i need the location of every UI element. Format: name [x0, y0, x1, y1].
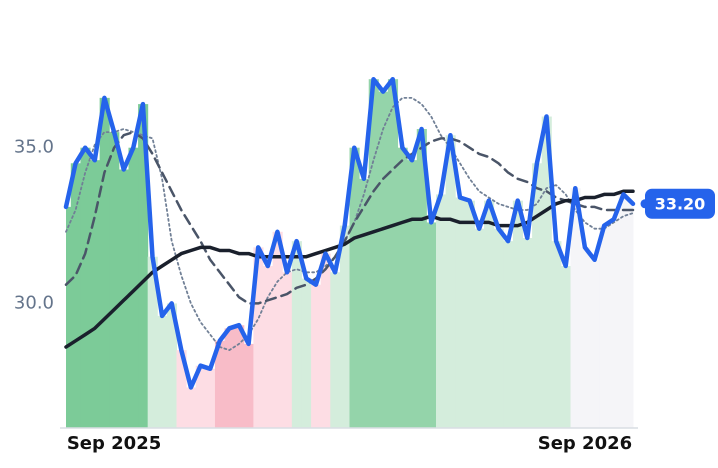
shade-band [608, 219, 620, 428]
shade-band [532, 163, 543, 428]
shade-band [263, 266, 274, 428]
shade-band [359, 178, 370, 428]
x-tick-label: Sep 2025 [67, 433, 161, 454]
shade-band [157, 315, 168, 428]
shade-band [551, 241, 562, 428]
shade-band [214, 340, 226, 428]
series-line [63, 76, 636, 390]
shade-band [435, 194, 447, 428]
value-label: 33.20 [655, 194, 706, 213]
shade-band [560, 266, 572, 428]
shade-band [311, 284, 322, 428]
shade-band [474, 228, 485, 428]
y-tick-label: 30.0 [14, 292, 54, 313]
shade-band [282, 272, 293, 428]
shade-band [628, 203, 634, 428]
value-label-bg [645, 188, 715, 219]
shade-band [330, 272, 341, 428]
shade-band [301, 278, 312, 428]
shade-band [186, 387, 197, 428]
shade-band [147, 256, 158, 428]
shade-band [176, 350, 187, 428]
shade-band [234, 325, 245, 428]
shade-band [455, 197, 466, 428]
shade-band [493, 228, 504, 428]
shade-band [397, 147, 408, 429]
shade-band [484, 200, 495, 428]
shade-band [503, 241, 514, 428]
shade-band [224, 328, 235, 428]
shade-band [618, 194, 629, 428]
shade-band [387, 79, 399, 429]
shade-band [70, 163, 81, 428]
shade-band [512, 200, 523, 428]
shade-band [445, 135, 456, 429]
shade-band [109, 132, 120, 428]
shade-band [80, 147, 91, 429]
shade-band [195, 365, 206, 428]
shade-band [320, 253, 331, 428]
shade-band [407, 160, 418, 429]
shade-band [272, 231, 283, 428]
shade-band [541, 116, 552, 428]
shade-band [243, 343, 254, 428]
shade-band [291, 241, 302, 428]
shade-band [66, 206, 72, 428]
shade-band [205, 368, 216, 428]
x-tick-label: Sep 2026 [538, 433, 632, 454]
shade-band [138, 104, 149, 428]
shade-band [378, 91, 389, 428]
shade-band [464, 200, 475, 428]
shade-band [599, 225, 610, 428]
series-line [64, 130, 635, 305]
shade-band [99, 97, 110, 428]
shade-band [128, 147, 139, 429]
shade-band [368, 79, 379, 429]
shade-band [522, 238, 533, 428]
shade-band [166, 303, 178, 428]
shade-band [426, 222, 437, 428]
shade-band [339, 225, 350, 428]
shade-band [416, 129, 427, 428]
shade-band [580, 247, 591, 428]
series-line [64, 189, 635, 349]
shade-band [253, 247, 264, 428]
y-tick-label: 35.0 [14, 137, 54, 158]
shade-band [570, 188, 581, 428]
shade-band [90, 160, 101, 429]
shade-band [589, 259, 600, 428]
shade-band [349, 147, 360, 429]
